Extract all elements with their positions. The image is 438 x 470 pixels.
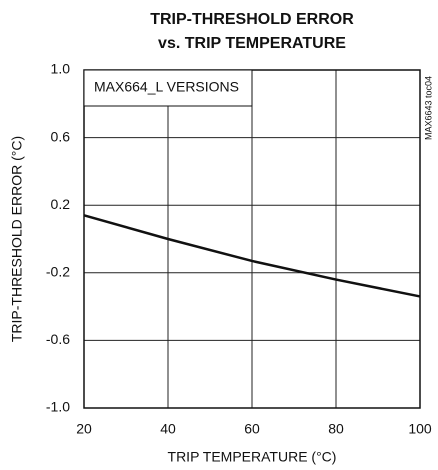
y-tick-label: 1.0 <box>51 61 71 77</box>
y-tick-label: 0.2 <box>51 196 71 212</box>
y-tick-label: 0.6 <box>51 128 71 144</box>
x-tick-label: 100 <box>408 421 432 437</box>
chart-title: TRIP-THRESHOLD ERROR <box>150 11 354 28</box>
x-tick-label: 80 <box>328 421 344 437</box>
y-axis-label: TRIP-THRESHOLD ERROR (°C) <box>9 136 25 342</box>
annotation-box <box>83 69 253 107</box>
x-axis-label: TRIP TEMPERATURE (°C) <box>168 449 337 465</box>
x-tick-label: 60 <box>244 421 260 437</box>
data-line <box>83 214 421 298</box>
annotation: MAX6643 toc04 <box>423 76 433 140</box>
y-tick-label: -0.6 <box>46 331 70 347</box>
x-tick-label: 20 <box>76 421 92 437</box>
chart-title: vs. TRIP TEMPERATURE <box>158 35 346 52</box>
y-tick-label: -1.0 <box>46 399 70 415</box>
annotation: MAX664_L VERSIONS <box>94 79 239 95</box>
y-tick-label: -0.2 <box>46 264 70 280</box>
x-tick-label: 40 <box>160 421 176 437</box>
